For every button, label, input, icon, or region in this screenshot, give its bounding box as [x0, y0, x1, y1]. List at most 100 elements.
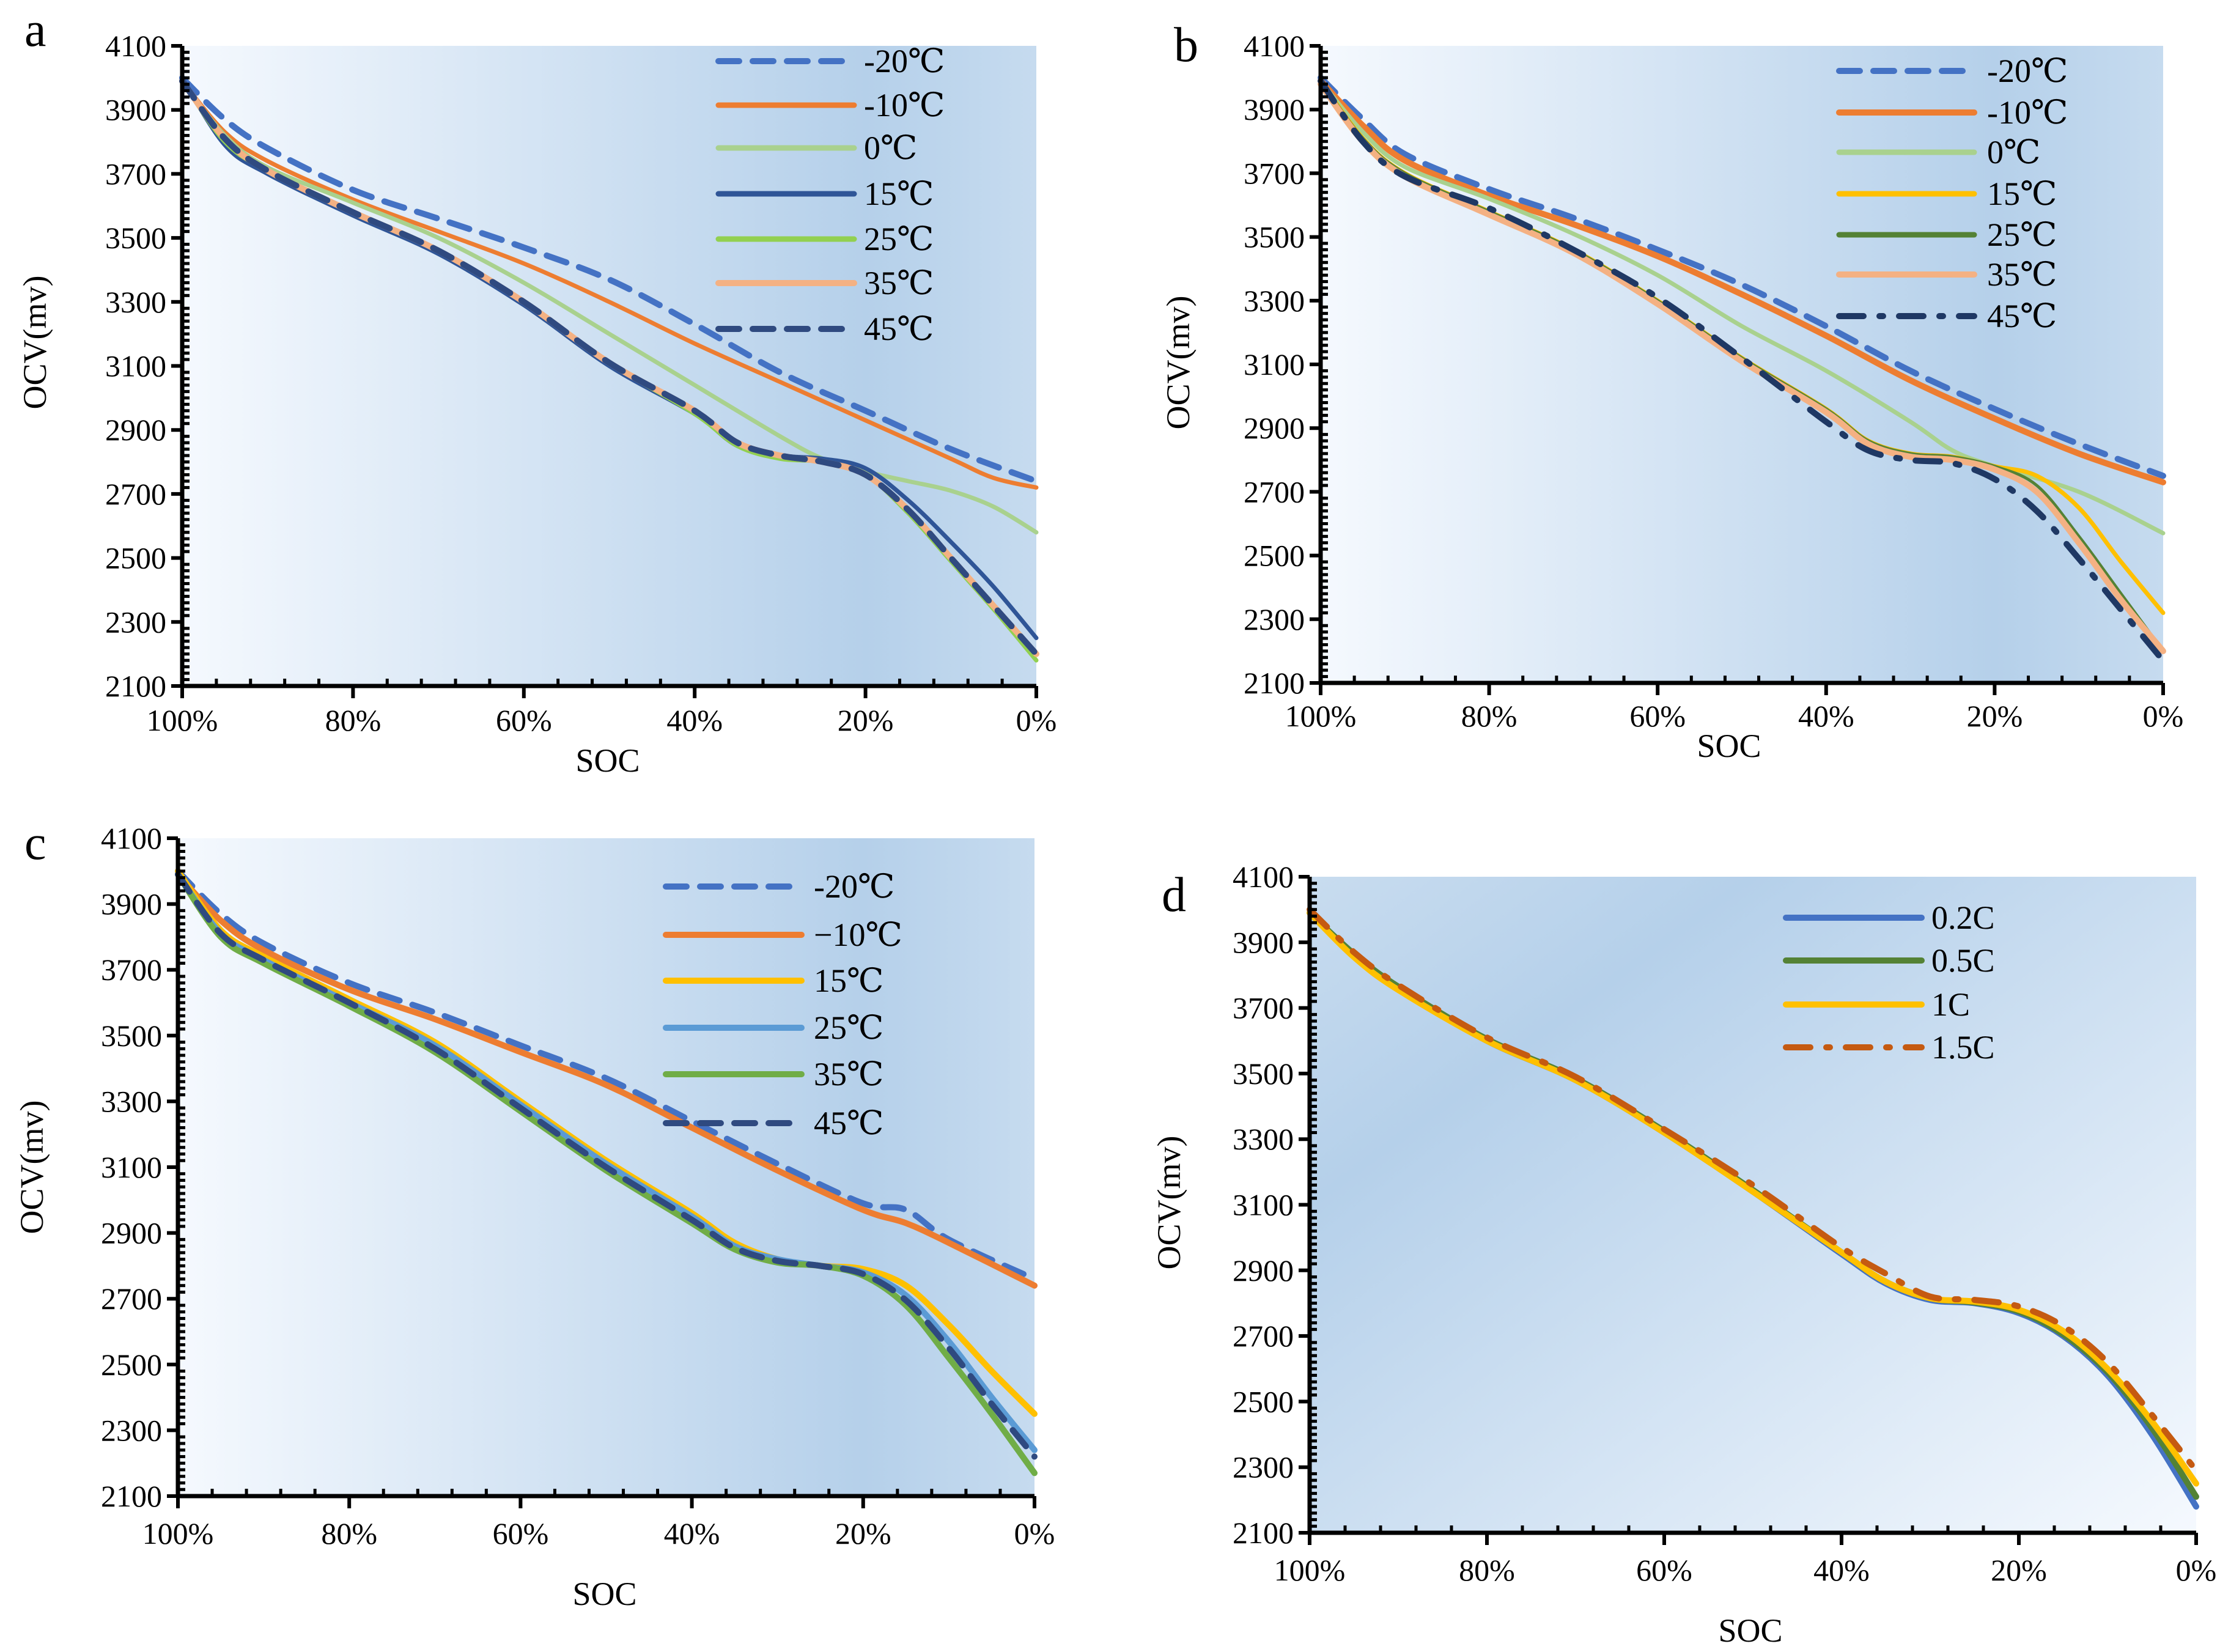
legend-label: 0℃ [864, 130, 917, 166]
legend-label: 25℃ [814, 1009, 883, 1046]
x-tick-label: 0% [2176, 1553, 2217, 1587]
x-tick-label: 80% [325, 703, 382, 737]
y-tick-label: 2700 [1244, 474, 1305, 509]
y-tick-label: 2300 [1244, 602, 1305, 636]
x-tick-label: 0% [1016, 703, 1057, 737]
legend: -20℃-10℃0℃15℃25℃35℃45℃ [1836, 53, 2068, 334]
y-axis-label: OCV(mv) [1151, 1136, 1187, 1270]
legend-label: −10℃ [814, 916, 902, 953]
panel-letter: a [24, 3, 46, 57]
legend-label: -20℃ [814, 868, 894, 905]
y-tick-label: 3700 [1233, 991, 1294, 1025]
legend: 0.2C 0.5C 1C 1.5C [1783, 899, 1995, 1066]
y-tick-label: 2700 [105, 477, 166, 511]
legend-label: 0.5C [1931, 942, 1995, 979]
y-tick-label: 4100 [105, 29, 166, 63]
legend-label: 35℃ [814, 1056, 883, 1093]
legend-label: 15℃ [814, 962, 883, 999]
y-axis-label: OCV(mv) [17, 276, 53, 410]
series-line--20℃ [1318, 75, 2166, 479]
x-axis-label: SOC [1697, 728, 1761, 764]
legend-label: 0℃ [1987, 134, 2040, 171]
y-tick-label: 3700 [1244, 156, 1305, 190]
y-tick-label: 3300 [1244, 284, 1305, 318]
legend-label: 1.5C [1931, 1029, 1995, 1066]
legend-label: 15℃ [1987, 175, 2057, 212]
y-tick-label: 3900 [105, 93, 166, 127]
y-tick-label: 2500 [105, 541, 166, 575]
x-axis-label: SOC [575, 742, 640, 779]
x-tick-label: 80% [321, 1516, 377, 1551]
y-tick-label: 3500 [105, 221, 166, 255]
chart-panel-d: 2100 2300 2500 2700 2900 3100 3300 3500 3700 3900… [1151, 860, 2216, 1649]
y-tick-label: 2700 [1233, 1319, 1294, 1353]
series-line--10℃ [1318, 78, 2166, 485]
series-line-35℃ [1318, 81, 2166, 654]
series-line-1.5C [1307, 906, 2199, 1474]
legend-label: -20℃ [864, 43, 945, 79]
y-tick-label: 3700 [105, 157, 166, 191]
series-line-45℃ [179, 78, 1039, 657]
y-tick-label: 2300 [1233, 1450, 1294, 1484]
y-tick-label: 2900 [105, 413, 166, 447]
series-line--20℃ [179, 75, 1039, 484]
series-line-45℃ [175, 871, 1038, 1460]
legend-label: 1C [1931, 986, 1970, 1023]
y-tick-label: 3100 [105, 349, 166, 383]
x-tick-label: 100% [142, 1516, 214, 1551]
y-axis-label: OCV(mv) [13, 1101, 50, 1234]
y-tick-label: 3500 [101, 1019, 162, 1053]
x-tick-label: 0% [2143, 699, 2184, 733]
x-tick-label: 0% [1014, 1516, 1055, 1551]
x-tick-label: 20% [1967, 699, 2023, 733]
y-tick-label: 2100 [1244, 666, 1305, 700]
y-tick-label: 3500 [1233, 1056, 1294, 1091]
x-tick-label: 40% [1798, 699, 1854, 733]
legend-label: 35℃ [1987, 256, 2057, 293]
y-tick-label: 3700 [101, 953, 162, 987]
y-tick-label: 3900 [1233, 925, 1294, 959]
y-tick-label: 2500 [1233, 1384, 1294, 1418]
legend-label: 25℃ [1987, 216, 2057, 253]
x-tick-label: 40% [1813, 1553, 1870, 1587]
x-tick-label: 100% [147, 703, 218, 737]
series-line--20℃ [175, 868, 1038, 1282]
y-tick-label: 3900 [1244, 92, 1305, 127]
legend: -20℃-10℃0℃15℃25℃35℃45℃ [715, 43, 945, 347]
y-axis-label: OCV(mv) [1160, 296, 1197, 430]
legend-label: -10℃ [864, 87, 945, 124]
chart-panel-a: 2100 2300 2500 2700 2900 3100 3300 3500 3700 3900… [17, 3, 1057, 779]
y-tick-label: 3100 [101, 1150, 162, 1184]
series-line-45℃ [1318, 78, 2166, 664]
y-tick-label: 3500 [1244, 220, 1305, 254]
y-tick-label: 2500 [101, 1348, 162, 1382]
x-tick-label: 80% [1459, 1553, 1515, 1587]
y-tick-label: 2100 [105, 669, 166, 703]
y-tick-label: 2900 [1233, 1253, 1294, 1288]
plot-area [1310, 877, 2196, 1533]
legend-label: 0.2C [1931, 899, 1995, 936]
series-line--10℃ [180, 79, 1039, 490]
chart-panel-c: 2100 2300 2500 2700 2900 3100 3300 3500 3700 3900… [13, 816, 1055, 1612]
series-line-0℃ [180, 79, 1039, 535]
series-line-1C [1307, 910, 2199, 1487]
y-tick-label: 4100 [1244, 29, 1305, 63]
x-tick-label: 40% [666, 703, 723, 737]
series-line-−10℃ [175, 871, 1038, 1289]
y-tick-label: 3900 [101, 887, 162, 921]
legend-label: 15℃ [864, 175, 934, 212]
y-tick-label: 3100 [1244, 347, 1305, 382]
y-tick-label: 2300 [101, 1413, 162, 1447]
x-tick-label: 80% [1461, 699, 1517, 733]
y-tick-label: 2900 [101, 1216, 162, 1250]
x-tick-label: 20% [835, 1516, 891, 1551]
x-tick-label: 100% [1274, 1553, 1346, 1587]
panel-letter: c [24, 816, 46, 870]
legend-label: 25℃ [864, 221, 934, 257]
y-tick-label: 2300 [105, 605, 166, 639]
legend-label: 35℃ [864, 265, 934, 301]
x-tick-label: 40% [664, 1516, 720, 1551]
legend: -20℃ −10℃ 15℃ 25℃ 35℃ 45℃ [663, 868, 902, 1141]
legend-label: 45℃ [814, 1105, 883, 1141]
